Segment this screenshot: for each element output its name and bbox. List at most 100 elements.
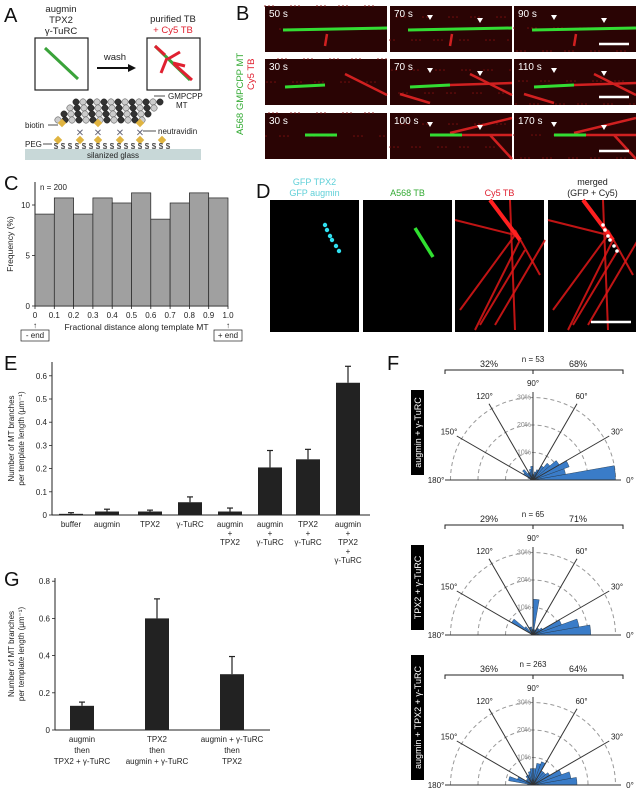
noise-speck (426, 16, 428, 18)
timestamp: 50 s (269, 9, 288, 20)
microscopy-frame: 30 s (265, 112, 387, 159)
noise-speck (446, 92, 448, 94)
noise-speck (372, 112, 374, 114)
noise-speck (572, 50, 574, 52)
noise-speck (372, 5, 374, 7)
angle-tick-label: 150° (441, 428, 458, 437)
noise-speck (364, 5, 366, 7)
rose-plot: TPX2 + γ-TuRC n = 65 29% 71% 10% 20% 30% 0° 30° 6… (411, 510, 634, 640)
y-tick-label: 0.2 (36, 465, 48, 474)
sample-size: n = 263 (520, 660, 547, 669)
y-axis-label: Frequency (%) (5, 216, 15, 272)
angle-spoke (532, 403, 578, 481)
noise-speck (389, 146, 391, 148)
microscopy-frame: 70 s (389, 6, 513, 52)
noise-speck (408, 123, 410, 125)
glass-label: silanized glass (87, 151, 139, 160)
radial-tick-label: 30% (517, 395, 531, 402)
gfp-puncta (322, 222, 328, 228)
noise-speck (493, 146, 495, 148)
noise-speck (577, 103, 579, 105)
noise-speck (598, 50, 600, 52)
right-percent: 68% (569, 359, 587, 369)
peg-icon: $ (82, 142, 87, 151)
noise-speck (270, 81, 272, 83)
noise-speck (433, 39, 435, 41)
noise-speck (452, 16, 454, 18)
noise-speck (474, 16, 476, 18)
category-label: + (268, 529, 273, 538)
angle-spoke (488, 558, 534, 636)
noise-speck (574, 80, 576, 82)
mt-label: GMPCPP (168, 92, 203, 101)
noise-speck (397, 146, 399, 148)
bar (59, 513, 83, 515)
tubulin-subunit (109, 110, 117, 118)
arrow-up-icon: ↑ (33, 321, 37, 330)
microscopy-frame: 90 s (513, 6, 636, 52)
noise-speck (528, 157, 530, 159)
noise-speck (548, 80, 550, 82)
peg-icon: $ (152, 142, 157, 151)
noise-speck (483, 69, 485, 71)
peg-icon: $ (54, 142, 59, 151)
tubulin-subunit (128, 98, 136, 106)
noise-speck (353, 135, 355, 137)
noise-speck (344, 81, 346, 83)
noise-speck (456, 16, 458, 18)
bar (145, 618, 169, 730)
noise-speck (454, 92, 456, 94)
angle-tick-label: 60° (575, 697, 587, 706)
noise-speck (502, 92, 504, 94)
panel-f: F augmin + γ-TuRC n = 53 32% 68% 10% 20% 30% 0°… (387, 353, 634, 790)
panel-letter: D (256, 181, 270, 203)
angle-tick-label: 0° (626, 476, 634, 485)
microscopy-image (547, 198, 636, 332)
noise-speck (303, 58, 305, 60)
angle-spoke (456, 740, 534, 786)
category-label: augmin (94, 520, 120, 529)
noise-speck (445, 146, 447, 148)
noise-speck (383, 135, 385, 137)
neutravidin-icon: ✕ (136, 128, 144, 139)
peg-icon: $ (131, 142, 136, 151)
left-percent: 32% (480, 359, 498, 369)
noise-speck (322, 81, 324, 83)
noise-speck (448, 123, 450, 125)
noise-speck (596, 80, 598, 82)
y-tick-label: 0.8 (39, 577, 51, 586)
panel-letter: A (4, 5, 18, 27)
noise-speck (527, 27, 529, 29)
sample-size: n = 53 (522, 355, 545, 364)
microscopy-frame: 110 s (514, 59, 636, 105)
y-tick-label: 0.6 (36, 372, 48, 381)
panel-a: A augmin TPX2 γ-TuRC wash purified TB + … (4, 4, 203, 160)
histogram-chart: 0 5 10 0 0.1 0.2 0.3 0.4 0.5 0.6 0.7 0.8 0.9 1.0 n = 2… (5, 182, 243, 342)
noise-speck (585, 103, 587, 105)
noise-speck (616, 50, 618, 52)
noise-speck (307, 58, 309, 60)
noise-speck (292, 81, 294, 83)
microtubule (552, 234, 609, 311)
arrowhead-icon (551, 122, 557, 127)
noise-speck (522, 80, 524, 82)
noise-speck (513, 27, 515, 29)
noise-speck (381, 58, 383, 60)
noise-speck (279, 28, 281, 30)
histogram-bar (111, 202, 132, 307)
microtubule (479, 249, 526, 326)
x-tick-label: 0 (33, 311, 38, 320)
noise-speck (400, 16, 402, 18)
image-background (548, 200, 636, 332)
template-microtubule (282, 26, 388, 32)
microscopy-image (270, 200, 359, 332)
histogram-bar (208, 197, 229, 307)
noise-speck (624, 50, 626, 52)
noise-speck (320, 112, 322, 114)
image-background (363, 200, 452, 332)
noise-speck (496, 16, 498, 18)
noise-speck (348, 81, 350, 83)
noise-speck (370, 81, 372, 83)
noise-speck (409, 69, 411, 71)
angle-tick-label: 90° (527, 684, 539, 693)
